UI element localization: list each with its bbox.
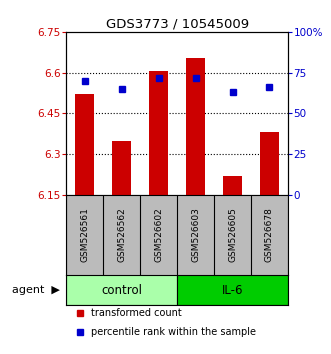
Bar <box>260 132 279 195</box>
Text: GSM526603: GSM526603 <box>191 207 200 262</box>
Text: GSM526605: GSM526605 <box>228 207 237 262</box>
Bar <box>75 95 94 195</box>
Text: GSM526602: GSM526602 <box>154 207 163 262</box>
Bar <box>149 71 168 195</box>
Bar <box>223 176 242 195</box>
Bar <box>66 275 177 306</box>
Bar <box>113 141 131 195</box>
Text: control: control <box>101 284 142 297</box>
Text: transformed count: transformed count <box>91 308 181 318</box>
Text: percentile rank within the sample: percentile rank within the sample <box>91 327 256 337</box>
Text: GSM526562: GSM526562 <box>117 207 126 262</box>
Bar <box>177 275 288 306</box>
Text: IL-6: IL-6 <box>222 284 243 297</box>
Text: agent  ▶: agent ▶ <box>12 285 60 295</box>
Text: GSM526678: GSM526678 <box>265 207 274 262</box>
Title: GDS3773 / 10545009: GDS3773 / 10545009 <box>106 18 249 31</box>
Text: GSM526561: GSM526561 <box>80 207 89 262</box>
Bar <box>186 58 205 195</box>
